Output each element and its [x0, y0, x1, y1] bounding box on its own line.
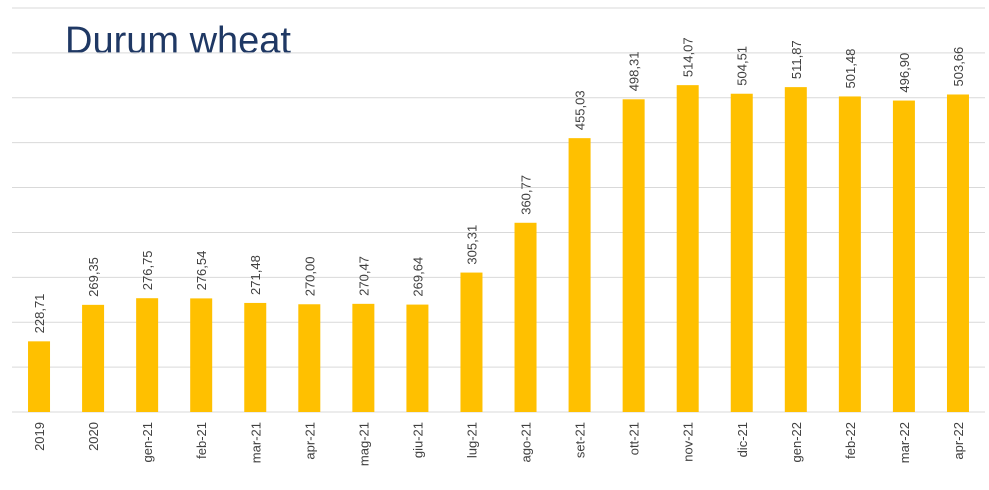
- data-label: 271,48: [248, 255, 263, 295]
- bar: [622, 99, 645, 413]
- data-label: 276,75: [140, 250, 155, 290]
- x-tick-label: apr-21: [302, 422, 317, 460]
- x-tick-label: 2019: [32, 422, 47, 451]
- bar: [190, 298, 213, 412]
- data-label: 504,51: [735, 46, 750, 86]
- bar: [244, 302, 267, 412]
- data-label: 269,35: [86, 257, 101, 297]
- x-tick-label: gen-21: [140, 422, 155, 462]
- bar: [82, 304, 105, 412]
- x-tick-label: 2020: [86, 422, 101, 451]
- bar: [568, 138, 591, 412]
- data-label: 498,31: [627, 52, 642, 92]
- data-label: 511,87: [789, 40, 804, 79]
- x-tick-label: mar-21: [248, 422, 263, 463]
- data-label: 269,64: [410, 257, 425, 297]
- bar: [784, 87, 807, 412]
- data-label: 305,31: [464, 225, 479, 265]
- x-tick-label: ott-21: [627, 422, 642, 455]
- bar: [838, 96, 861, 412]
- bar: [946, 94, 969, 412]
- data-label: 503,66: [951, 47, 966, 87]
- x-tick-label: mar-22: [897, 422, 912, 463]
- chart-title: Durum wheat: [65, 20, 291, 62]
- x-tick-label: nov-21: [681, 422, 696, 462]
- data-label: 228,71: [32, 294, 47, 334]
- x-tick-label: set-21: [573, 422, 588, 458]
- bar: [352, 303, 375, 412]
- bar: [136, 298, 159, 412]
- x-tick-label: apr-22: [951, 422, 966, 460]
- data-label: 360,77: [519, 175, 534, 215]
- x-tick-label: mag-21: [356, 422, 371, 466]
- bar: [460, 272, 483, 412]
- x-tick-label: giu-21: [410, 422, 425, 458]
- x-tick-label: lug-21: [464, 422, 479, 458]
- bar: [406, 304, 429, 412]
- bar: [298, 304, 321, 412]
- data-label: 514,07: [681, 37, 696, 77]
- bar: [28, 341, 51, 412]
- data-label: 501,48: [843, 49, 858, 89]
- x-tick-label: feb-22: [843, 422, 858, 459]
- data-label: 270,47: [356, 256, 371, 296]
- x-tick-label: gen-22: [789, 422, 804, 462]
- data-label: 455,03: [573, 90, 588, 130]
- x-tick-label: dic-21: [735, 422, 750, 457]
- data-label: 496,90: [897, 53, 912, 93]
- bar: [730, 93, 753, 413]
- data-label: 270,00: [302, 257, 317, 297]
- x-tick-label: ago-21: [519, 422, 534, 462]
- bar: [676, 85, 699, 412]
- bar: [892, 100, 915, 413]
- x-tick-label: feb-21: [194, 422, 209, 459]
- bar: [514, 222, 537, 412]
- data-label: 276,54: [194, 251, 209, 291]
